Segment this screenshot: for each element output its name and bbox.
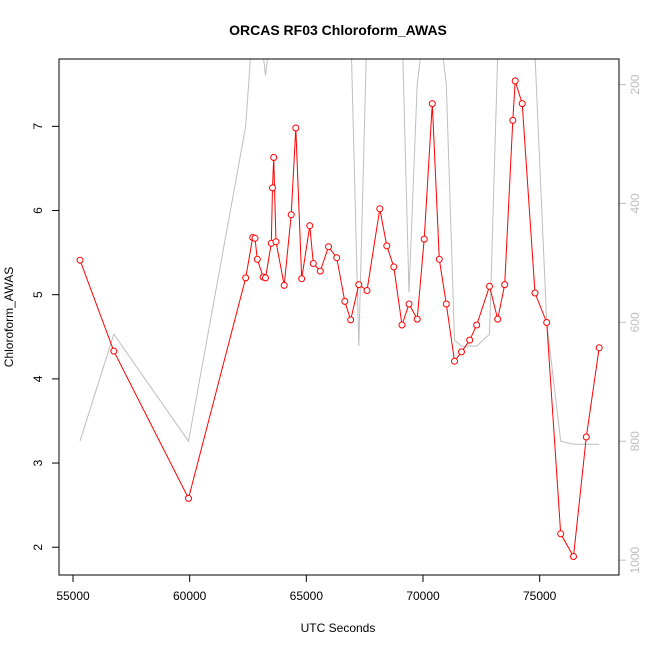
data-point xyxy=(531,289,539,297)
data-point xyxy=(341,297,349,305)
y-tick-label: 3 xyxy=(31,459,45,466)
data-point xyxy=(398,321,406,329)
x-tick-label: 70000 xyxy=(406,589,440,603)
y-tick-label: 2 xyxy=(31,544,45,551)
y-tick-label: 7 xyxy=(31,123,45,130)
y-axis-label: Chloroform_AWAS xyxy=(2,267,16,367)
data-point xyxy=(298,275,306,283)
data-point xyxy=(466,336,474,344)
data-point xyxy=(110,347,118,355)
data-point xyxy=(306,222,314,230)
data-point xyxy=(511,77,519,85)
data-point xyxy=(486,282,493,290)
data-point xyxy=(570,553,577,560)
x-axis-label: UTC Seconds xyxy=(301,621,376,635)
data-point xyxy=(473,321,481,329)
data-point xyxy=(269,184,276,192)
data-point xyxy=(325,243,332,251)
data-point xyxy=(428,100,436,108)
data-point xyxy=(390,263,398,271)
data-point xyxy=(557,530,565,538)
data-point xyxy=(262,274,269,282)
data-point xyxy=(413,315,421,323)
data-point xyxy=(270,154,278,161)
data-point xyxy=(333,254,341,262)
chart-title: ORCAS RF03 Chloroform_AWAS xyxy=(229,22,447,38)
y-tick-label: 6 xyxy=(31,207,45,214)
data-point xyxy=(501,281,509,289)
right-tick-label: 600 xyxy=(628,312,642,332)
data-point xyxy=(435,255,443,263)
data-point xyxy=(185,494,192,502)
data-point xyxy=(287,211,295,219)
data-point xyxy=(251,234,259,242)
data-point xyxy=(309,260,317,267)
y-tick-label: 5 xyxy=(31,291,45,298)
data-point xyxy=(582,433,590,441)
right-tick-label: 800 xyxy=(628,431,642,451)
plot-frame xyxy=(58,58,620,576)
data-point xyxy=(494,315,502,323)
data-point xyxy=(253,255,261,263)
data-point xyxy=(376,205,384,213)
data-point xyxy=(347,316,355,324)
y-tick-label: 4 xyxy=(31,375,45,382)
data-point xyxy=(272,238,280,246)
data-point xyxy=(543,319,551,326)
x-tick-label: 55000 xyxy=(56,589,90,603)
data-point xyxy=(451,357,458,365)
data-point xyxy=(383,242,391,250)
primary-series-line xyxy=(79,80,600,559)
data-point xyxy=(76,256,84,264)
data-point xyxy=(280,281,288,289)
data-point xyxy=(292,124,300,132)
data-point xyxy=(595,344,603,352)
primary-series-layer xyxy=(76,77,603,560)
data-point xyxy=(405,300,413,308)
x-tick-label: 60000 xyxy=(173,589,207,603)
x-tick-label: 65000 xyxy=(290,589,324,603)
right-tick-label: 1000 xyxy=(628,546,642,573)
data-point xyxy=(363,287,371,294)
data-point xyxy=(316,267,324,275)
right-tick-label: 400 xyxy=(628,193,642,213)
data-point xyxy=(509,116,517,124)
data-point xyxy=(242,274,250,282)
data-point xyxy=(355,281,363,289)
right-tick-label: 200 xyxy=(628,74,642,94)
data-point xyxy=(458,348,465,356)
data-point xyxy=(442,300,450,308)
data-point xyxy=(420,235,428,243)
x-tick-label: 75000 xyxy=(523,589,557,603)
data-point xyxy=(518,100,526,108)
